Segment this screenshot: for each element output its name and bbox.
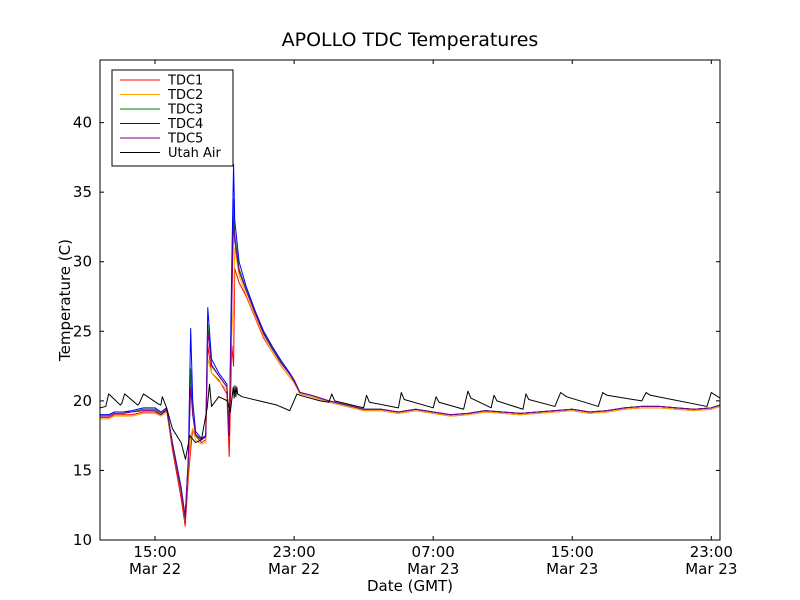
x-axis-label: Date (GMT) (367, 577, 453, 595)
y-tick-label: 30 (73, 253, 92, 271)
x-tick-label-time: 07:00 (412, 543, 455, 561)
plot-frame (99, 59, 721, 541)
y-tick-label: 10 (73, 531, 92, 549)
x-tick-label-time: 15:00 (551, 543, 594, 561)
legend-label-tdc4: TDC4 (167, 117, 203, 132)
legend-label-tdc3: TDC3 (167, 103, 203, 118)
y-axis-label: Temperature (C) (56, 239, 74, 362)
x-tick-label-time: 23:00 (690, 543, 733, 561)
legend-box (111, 69, 234, 167)
x-tick-label-date: Mar 23 (546, 560, 598, 578)
x-tick-label-date: Mar 22 (268, 560, 320, 578)
x-tick-label-date: Mar 22 (129, 560, 181, 578)
legend-label-tdc5: TDC5 (167, 132, 203, 147)
chart-title: APOLLO TDC Temperatures (282, 29, 539, 51)
legend-label-tdc2: TDC2 (167, 88, 203, 103)
y-tick-label: 15 (73, 461, 92, 479)
series-line-utah-air (100, 383, 720, 460)
legend-label-utah-air: Utah Air (168, 146, 221, 161)
series-layer (100, 163, 720, 527)
y-tick-label: 20 (73, 392, 92, 410)
y-tick-label: 35 (73, 183, 92, 201)
y-tick-label: 25 (73, 322, 92, 340)
x-tick-label-time: 15:00 (133, 543, 176, 561)
x-tick-label-time: 23:00 (272, 543, 315, 561)
x-tick-label-date: Mar 23 (685, 560, 737, 578)
legend-label-tdc1: TDC1 (167, 74, 203, 89)
series-line-tdc5 (100, 219, 720, 519)
y-tick-label: 40 (73, 114, 92, 132)
x-tick-label-date: Mar 23 (407, 560, 459, 578)
